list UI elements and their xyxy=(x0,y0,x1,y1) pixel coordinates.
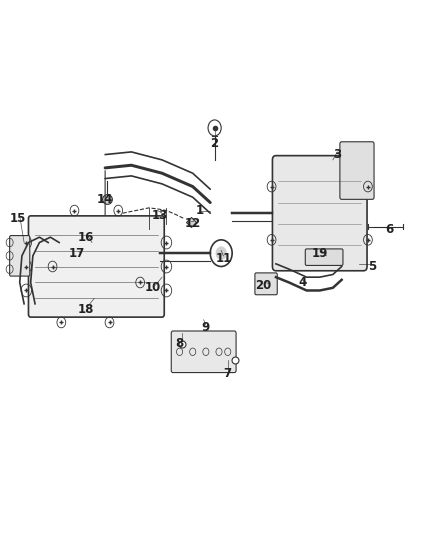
Text: 5: 5 xyxy=(368,260,376,273)
Text: 12: 12 xyxy=(184,217,201,230)
FancyBboxPatch shape xyxy=(171,331,236,373)
Text: 1: 1 xyxy=(195,204,203,217)
Text: 8: 8 xyxy=(176,337,184,350)
Circle shape xyxy=(216,247,226,260)
Text: 7: 7 xyxy=(224,367,232,379)
Text: 6: 6 xyxy=(386,223,394,236)
FancyBboxPatch shape xyxy=(10,236,30,276)
FancyBboxPatch shape xyxy=(255,273,277,295)
Text: 17: 17 xyxy=(68,247,85,260)
Text: 2: 2 xyxy=(211,138,219,150)
Text: 20: 20 xyxy=(254,279,271,292)
FancyBboxPatch shape xyxy=(28,216,164,317)
FancyBboxPatch shape xyxy=(305,249,343,265)
Text: 11: 11 xyxy=(215,252,232,265)
Text: 4: 4 xyxy=(298,276,306,289)
Text: 16: 16 xyxy=(77,231,94,244)
Text: 10: 10 xyxy=(145,281,162,294)
FancyBboxPatch shape xyxy=(340,142,374,199)
FancyBboxPatch shape xyxy=(272,156,367,271)
Text: 3: 3 xyxy=(333,148,341,161)
Text: 14: 14 xyxy=(97,193,113,206)
Text: 13: 13 xyxy=(152,209,168,222)
Text: 18: 18 xyxy=(77,303,94,316)
Text: 9: 9 xyxy=(202,321,210,334)
Text: 19: 19 xyxy=(311,247,328,260)
Text: 15: 15 xyxy=(9,212,26,225)
